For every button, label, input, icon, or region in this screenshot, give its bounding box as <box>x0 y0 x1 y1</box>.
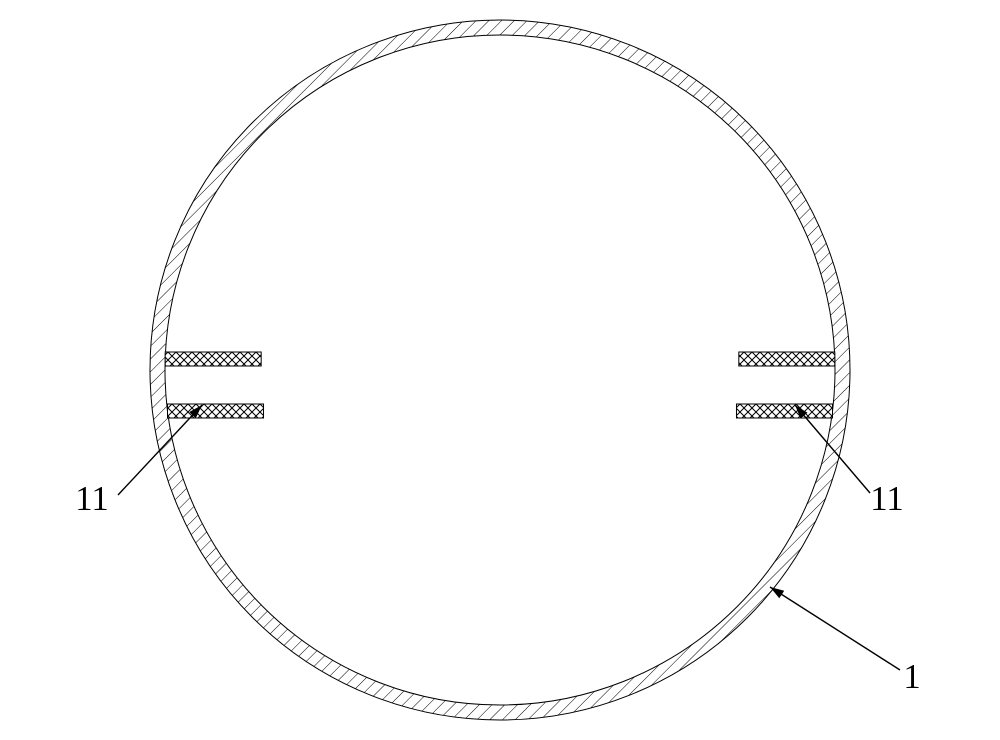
leader-label-1: 11 <box>870 479 903 518</box>
tab-right-lower <box>736 404 832 418</box>
tab-left-lower <box>168 404 264 418</box>
leader-label-2: 1 <box>903 657 920 696</box>
tab-left-upper <box>165 352 261 366</box>
diagram-canvas: 11111 <box>0 0 1000 740</box>
leader-label-0: 11 <box>75 479 108 518</box>
tab-right-upper <box>739 352 835 366</box>
